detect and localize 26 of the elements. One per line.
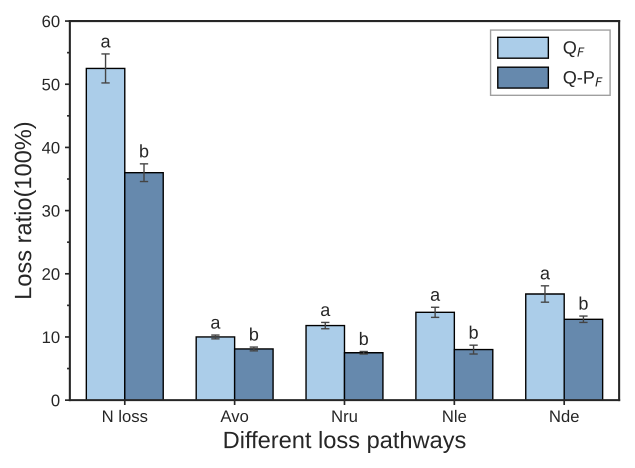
x-tick-label: N loss [102,410,148,422]
data-label: a [430,291,440,301]
x-axis-title: Different loss pathways [224,430,466,453]
x-tick-label: Nle [443,410,466,422]
y-tick-label: 60 [42,15,60,28]
y-tick-label: 20 [42,268,60,280]
data-label: b [360,332,368,346]
legend-label: Q$_{F}$ [564,41,584,58]
y-tick-label: 40 [42,142,60,154]
data-label: a [540,270,550,280]
data-label: b [250,327,258,341]
y-axis-title: Loss ratio(100%) [14,122,36,298]
x-tick-label: Nde [550,410,579,422]
y-tick-label: 0 [52,394,60,406]
data-label: a [211,318,220,329]
data-label: a [101,38,111,48]
data-label: a [321,306,330,316]
y-tick-label: 50 [42,78,60,90]
legend-label: Q-P$_{F}$ [564,70,602,87]
x-tick-label: Avo [220,410,248,422]
x-tick-label: Nru [332,410,357,422]
data-label: b [140,144,148,158]
y-tick-label: 30 [42,205,60,217]
data-label: b [580,296,588,310]
y-tick-label: 10 [42,331,60,344]
data-label: b [470,326,478,339]
